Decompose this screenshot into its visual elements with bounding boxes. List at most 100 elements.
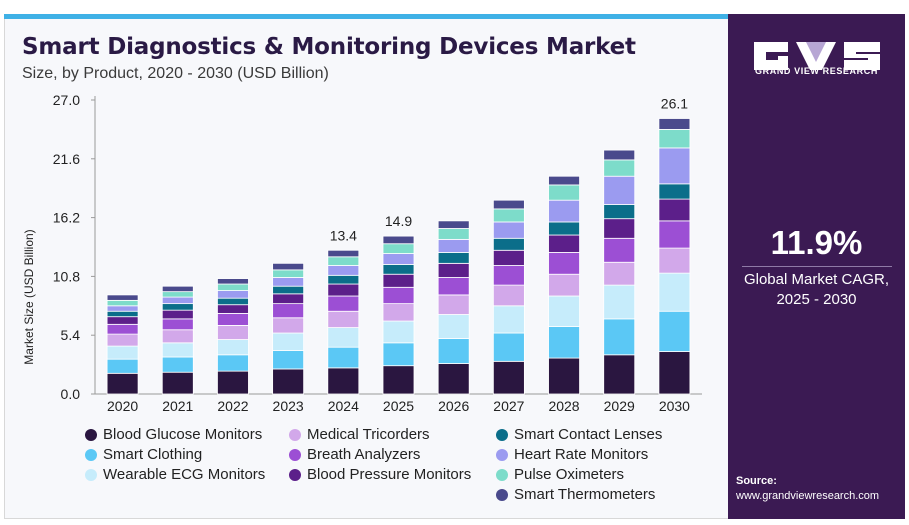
bar-segment (161, 342, 194, 358)
bar-segment (106, 372, 139, 395)
bar-segment (603, 261, 636, 286)
bar-segment (658, 220, 691, 249)
bar-segment (548, 273, 580, 297)
bar-segment (492, 208, 525, 223)
bar-segment (603, 237, 636, 263)
bar-segment (492, 249, 525, 266)
bar-segment (217, 339, 249, 356)
bar-segment (327, 346, 360, 369)
bar-segment (437, 294, 470, 315)
cagr-label-line1: Global Market CAGR, (743, 271, 890, 288)
bar-segment (548, 184, 580, 201)
bar-segment (327, 283, 360, 297)
bar-segment (382, 264, 415, 275)
x-tick-label: 2024 (328, 398, 359, 414)
bar-segment (548, 175, 580, 186)
bar-segment (382, 303, 415, 322)
bar-segment (603, 354, 636, 395)
bar-segment (217, 354, 249, 372)
bar-segment (603, 218, 636, 239)
top-accent-bar (4, 14, 728, 19)
bar-segment (272, 317, 305, 334)
cagr-divider (742, 266, 892, 267)
bar-segment (437, 228, 470, 240)
bar-segment (217, 283, 249, 291)
bar-segment (382, 342, 415, 367)
source-note: Source: www.grandviewresearch.com (736, 474, 879, 504)
source-label: Source: (736, 475, 777, 487)
sidebar-panel: GRAND VIEW RESEARCH 11.9% Global Market … (728, 14, 905, 519)
bar-segment (492, 221, 525, 239)
bar-segment (272, 293, 305, 305)
bar-segment (492, 305, 525, 334)
bar-segment (437, 252, 470, 264)
x-tick-label: 2021 (162, 398, 193, 414)
bar-segment (658, 147, 691, 185)
source-url[interactable]: www.grandviewresearch.com (736, 490, 880, 502)
bar-segment (161, 285, 194, 293)
bar-segment (548, 326, 580, 359)
bar-segment (217, 370, 249, 395)
bar-segment (106, 323, 139, 335)
bar-segment (217, 278, 249, 285)
x-tick-label: 2025 (383, 398, 414, 414)
bar-segment (327, 256, 360, 266)
chart-title: Smart Diagnostics & Monitoring Devices M… (22, 34, 636, 60)
bar-segment (548, 295, 580, 327)
bar-segment (437, 338, 470, 364)
bar-segment (327, 274, 360, 285)
bar-segment (492, 360, 525, 395)
bar-segment (106, 333, 139, 347)
bar-segment (272, 285, 305, 295)
bar-segment (161, 371, 194, 395)
bar-segment (106, 316, 139, 325)
y-axis-label: Market Size (USD Billion) (22, 229, 36, 364)
bar-segment (161, 318, 194, 331)
bar-segment (106, 305, 139, 312)
bar-total-label: 14.9 (385, 213, 412, 229)
bar-segment (217, 297, 249, 306)
cagr-value: 11.9% (770, 224, 863, 261)
cagr-label: Global Market CAGR, 2025 - 2030 (728, 270, 905, 310)
bar-segment (327, 295, 360, 312)
bar-segment (327, 310, 360, 328)
bar-segment (382, 235, 415, 245)
bar-segment (106, 299, 139, 307)
bar-segment (603, 149, 636, 161)
bar-segment (603, 175, 636, 205)
y-tick-label: 27.0 (53, 92, 80, 108)
bar-segment (548, 252, 580, 275)
bar-segment (382, 286, 415, 305)
brand-name: GRAND VIEW RESEARCH (755, 66, 878, 76)
x-tick-label: 2030 (659, 398, 690, 414)
bar-segment (106, 310, 139, 318)
bar-segment (272, 262, 305, 271)
bar-segment (106, 294, 139, 301)
y-tick-label: 10.8 (53, 268, 80, 284)
bar-segment (658, 351, 691, 395)
bar-segment (492, 237, 525, 251)
bar-segment (437, 363, 470, 395)
y-tick-label: 16.2 (53, 210, 80, 226)
bar-segment (492, 199, 525, 210)
bar-segment (492, 332, 525, 362)
bar-segment (272, 332, 305, 351)
bar-segment (217, 304, 249, 314)
bar-segment (161, 329, 194, 344)
bar-segment (327, 367, 360, 395)
bar-segment (658, 272, 691, 312)
bar-segment (106, 358, 139, 374)
bar-segment (161, 356, 194, 373)
bar-segment (658, 310, 691, 352)
bar-segment (437, 262, 470, 278)
bar-total-label: 26.1 (661, 96, 688, 112)
bar-segment (161, 303, 194, 311)
bar-segment (327, 265, 360, 276)
bar-segment (382, 253, 415, 265)
bar-segment (548, 199, 580, 223)
bar-segment (161, 291, 194, 298)
y-tick-label: 21.6 (53, 151, 80, 167)
x-tick-label: 2023 (273, 398, 304, 414)
bar-segment (492, 265, 525, 286)
bar-segment (382, 365, 415, 395)
